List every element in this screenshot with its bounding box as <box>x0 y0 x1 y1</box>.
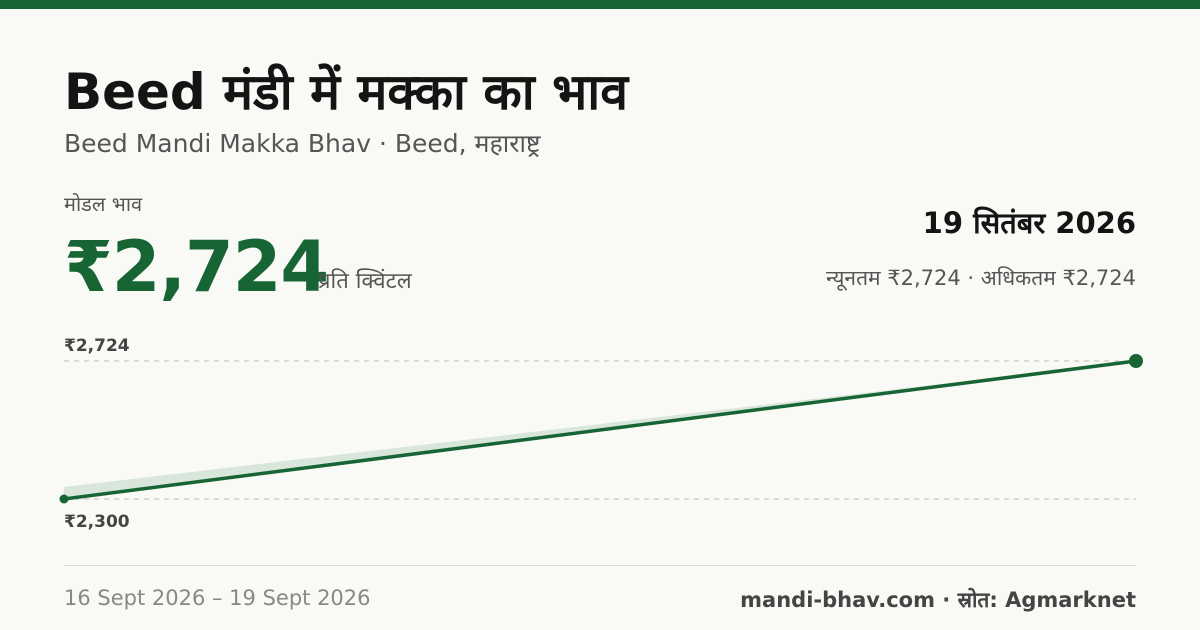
footer-divider <box>64 565 1136 566</box>
tick-label-max: ₹2,724 <box>64 336 130 356</box>
price-label: मोडल भाव <box>64 192 143 216</box>
page-title: Beed मंडी में मक्का का भाव <box>64 63 629 121</box>
data-point-2 <box>1129 354 1143 368</box>
model-price: ₹2,724 <box>64 226 329 308</box>
top-accent-bar <box>0 0 1200 9</box>
data-point-1 <box>59 494 69 504</box>
min-max-range: न्यूनतम ₹2,724 · अधिकतम ₹2,724 <box>826 266 1136 290</box>
price-date: 19 सितंबर 2026 <box>922 206 1136 240</box>
price-line <box>63 359 1137 501</box>
footer-source: mandi-bhav.com · स्रोत: Agmarknet <box>740 588 1136 612</box>
price-chart: ₹2,724 ₹2,300 <box>59 336 1143 532</box>
footer-date-range: 16 Sept 2026 – 19 Sept 2026 <box>64 586 371 610</box>
price-unit: प्रति क्विंटल <box>318 269 412 294</box>
tick-label-min: ₹2,300 <box>64 512 130 532</box>
page-subtitle: Beed Mandi Makka Bhav · Beed, महाराष्ट्र <box>64 129 541 158</box>
